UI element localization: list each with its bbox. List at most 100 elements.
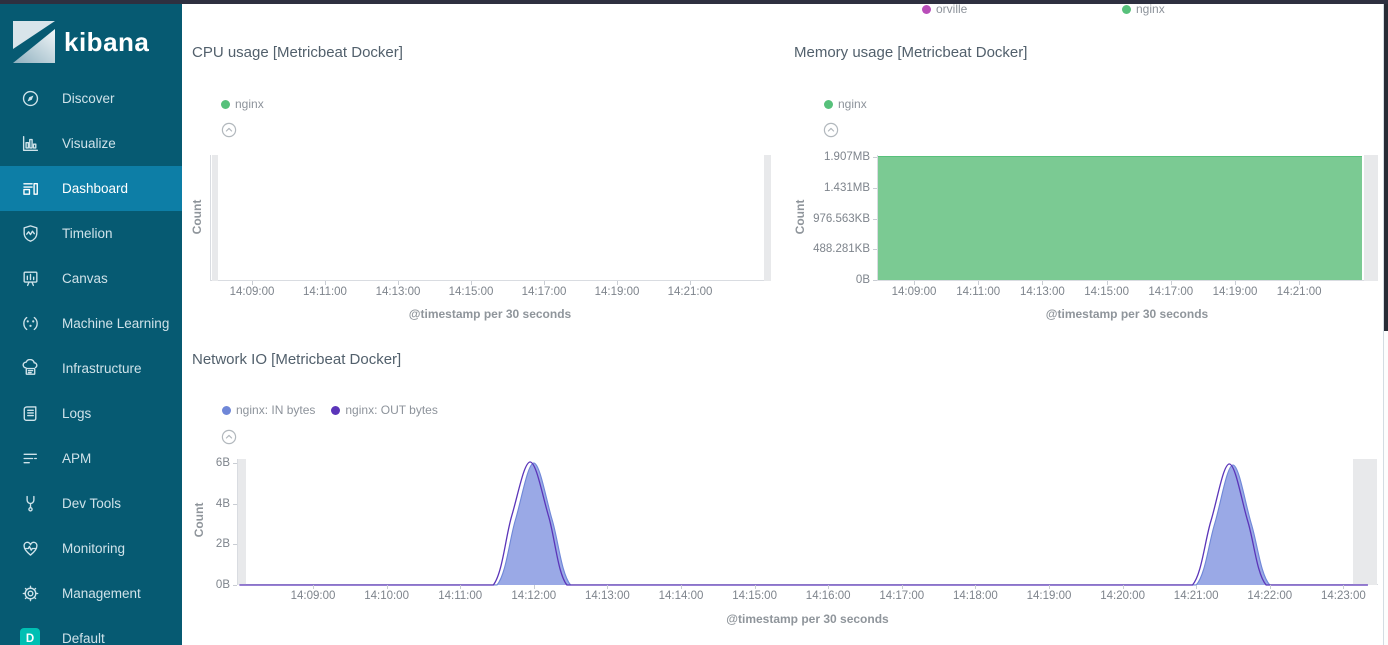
timelion-shield-icon — [20, 224, 40, 244]
sidebar-item-management[interactable]: Management — [0, 571, 182, 616]
sidebar-item-label: Infrastructure — [62, 361, 142, 376]
legend-collapse-icon[interactable] — [221, 429, 237, 445]
sidebar-item-timelion[interactable]: Timelion — [0, 211, 182, 256]
x-tick-label: 14:17:00 — [879, 590, 925, 602]
x-tick-mark — [1170, 281, 1172, 285]
chart-endzone — [212, 155, 218, 281]
sidebar-item-visualize[interactable]: Visualize — [0, 121, 182, 166]
x-tick-mark — [460, 585, 462, 589]
legend-item-nginx-out-bytes[interactable]: nginx: OUT bytes — [331, 403, 438, 417]
x-tick-mark — [544, 281, 545, 285]
x-tick-mark — [978, 281, 980, 285]
y-tick-mark — [873, 218, 877, 220]
kibana-wordmark: kibana — [64, 26, 150, 57]
sidebar-item-discover[interactable]: Discover — [0, 76, 182, 121]
x-tick-mark — [533, 585, 535, 589]
panel-title-memory-usage[interactable]: Memory usage [Metricbeat Docker] — [794, 44, 1028, 61]
sidebar-item-monitoring[interactable]: Monitoring — [0, 526, 182, 571]
x-tick-label: 14:14:00 — [658, 590, 704, 602]
x-tick-label: 14:10:00 — [364, 590, 409, 602]
sidebar-item-label: Logs — [62, 406, 92, 421]
legend-label: nginx — [235, 97, 264, 111]
x-tick-label: 14:20:00 — [1100, 590, 1145, 602]
x-tick-mark — [1235, 281, 1236, 285]
x-tick-label: 14:22:00 — [1247, 590, 1293, 602]
sidebar-item-apm[interactable]: APM — [0, 436, 182, 481]
sidebar-item-canvas[interactable]: Canvas — [0, 256, 182, 301]
y-tick-label: 4B — [215, 497, 230, 510]
gear-icon — [20, 584, 40, 604]
x-tick-mark — [828, 585, 830, 589]
legend-item-nginx[interactable]: nginx — [824, 97, 867, 111]
x-tick-label: 14:13:00 — [585, 590, 630, 602]
infrastructure-cloud-icon — [20, 359, 40, 379]
sidebar-item-dashboard[interactable]: Dashboard — [0, 166, 182, 211]
sidebar-item-label: Canvas — [62, 271, 108, 286]
x-tick-label: 14:15:00 — [448, 286, 494, 298]
legend-collapse-icon[interactable] — [221, 122, 237, 138]
x-tick-mark — [313, 585, 314, 589]
x-tick-mark — [1042, 281, 1044, 285]
x-tick-label: 14:21:00 — [1173, 590, 1219, 602]
legend-label: orville — [936, 2, 968, 16]
x-tick-mark — [1049, 585, 1050, 589]
x-tick-mark — [471, 281, 472, 285]
legend-item-nginx-in-bytes[interactable]: nginx: IN bytes — [222, 403, 315, 417]
dashboard-grid-icon — [20, 179, 40, 199]
canvas-easel-icon — [20, 269, 40, 289]
x-tick-label: 14:11:00 — [303, 286, 347, 298]
scrollbar[interactable] — [1383, 0, 1388, 645]
panel-title-cpu-usage[interactable]: CPU usage [Metricbeat Docker] — [192, 44, 403, 61]
sidebar-item-dev-tools[interactable]: Dev Tools — [0, 481, 182, 526]
x-tick-label: 14:09:00 — [290, 590, 336, 602]
x-tick-mark — [754, 585, 756, 589]
scrollbar-thumb[interactable] — [1384, 0, 1388, 331]
sidebar-item-label: Visualize — [62, 136, 116, 151]
sidebar-item-machine-learning[interactable]: Machine Learning — [0, 301, 182, 346]
x-tick-label: 14:13:00 — [1020, 286, 1065, 298]
x-tick-label: 14:09:00 — [229, 286, 275, 298]
memory-x-axis-title: @timestamp per 30 seconds — [1045, 307, 1209, 321]
kibana-logo-row[interactable]: kibana — [0, 4, 182, 66]
cpu-legend: nginx — [221, 97, 264, 111]
legend-item-nginx[interactable]: nginx — [221, 97, 264, 111]
x-tick-label: 14:09:00 — [891, 286, 937, 298]
kibana-logo-icon — [13, 21, 55, 63]
y-tick-mark — [233, 544, 237, 546]
cpu-y-axis-title: Count — [190, 199, 204, 235]
x-tick-label: 14:15:00 — [732, 590, 777, 602]
legend-dot — [222, 405, 231, 415]
machine-learning-icon — [20, 314, 40, 334]
x-tick-label: 14:12:00 — [511, 590, 557, 602]
legend-item-nginx[interactable]: nginx — [1122, 2, 1165, 16]
sidebar-item-label: Timelion — [62, 226, 113, 241]
x-tick-mark — [975, 585, 977, 589]
panel-memory-usage: Memory usage [Metricbeat Docker] nginx C… — [784, 38, 1388, 338]
sidebar-item-infrastructure[interactable]: Infrastructure — [0, 346, 182, 391]
sidebar-item-label: Dashboard — [62, 181, 129, 196]
network-series-svg — [239, 461, 1368, 586]
memory-chart-plot[interactable]: 14:09:00 14:11:00 14:13:00 14:15:00 14:17:00… — [813, 151, 1378, 298]
y-tick-mark — [873, 249, 877, 251]
y-tick-mark — [873, 187, 877, 189]
legend-item-orville[interactable]: orville — [922, 2, 967, 16]
legend-label: nginx — [838, 97, 867, 111]
x-tick-mark — [914, 281, 915, 285]
x-tick-mark — [1343, 585, 1345, 589]
x-tick-mark — [1106, 281, 1108, 285]
x-tick-mark — [1299, 281, 1301, 285]
sidebar-item-label: Default — [62, 631, 105, 645]
sidebar-item-default[interactable]: D Default — [0, 616, 182, 645]
cpu-chart-plot[interactable]: 14:09:00 14:11:00 14:13:00 14:15:00 14:17:00… — [210, 155, 771, 298]
panel-title-network-io[interactable]: Network IO [Metricbeat Docker] — [192, 351, 402, 368]
legend-collapse-icon[interactable] — [823, 122, 839, 138]
sidebar-item-logs[interactable]: Logs — [0, 391, 182, 436]
network-chart-plot[interactable]: 14:09:00 14:10:00 14:11:00 14:12:00 14:13:00… — [216, 457, 1378, 602]
wrench-icon — [20, 494, 40, 514]
x-tick-mark — [901, 585, 903, 589]
x-tick-label: 14:17:00 — [1148, 286, 1194, 298]
x-tick-label: 14:17:00 — [521, 286, 567, 298]
x-tick-label: 14:21:00 — [1276, 286, 1322, 298]
y-tick-mark — [233, 463, 237, 464]
legend-label: nginx: IN bytes — [236, 403, 316, 417]
